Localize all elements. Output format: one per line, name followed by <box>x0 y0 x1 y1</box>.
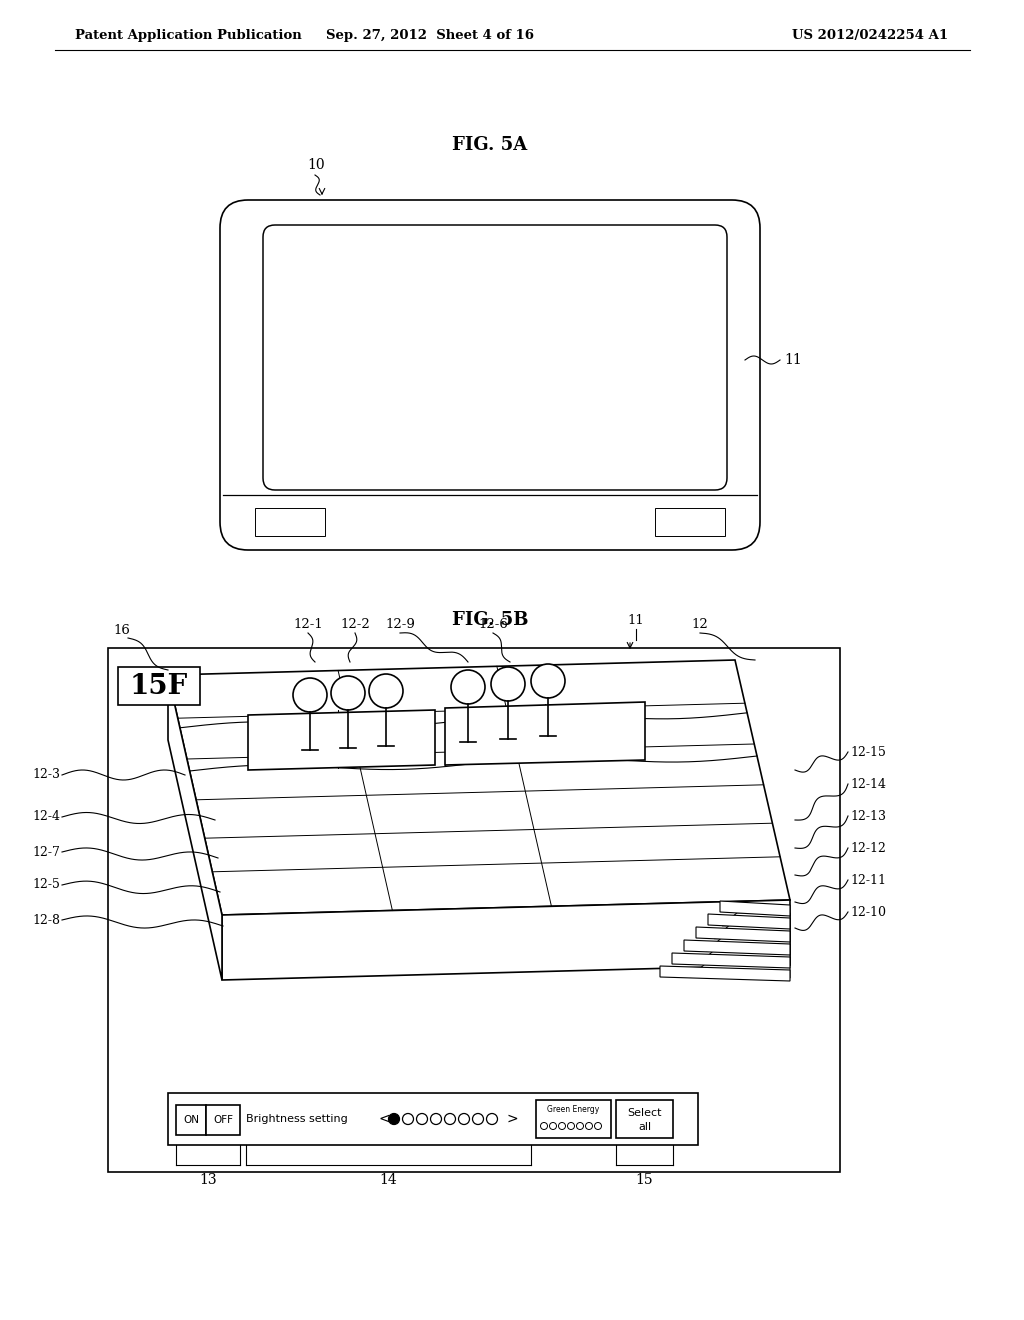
Text: US 2012/0242254 A1: US 2012/0242254 A1 <box>792 29 948 41</box>
Polygon shape <box>690 964 790 978</box>
Text: 12-11: 12-11 <box>850 874 886 887</box>
Circle shape <box>472 1114 483 1125</box>
Text: Brightness setting: Brightness setting <box>246 1114 348 1125</box>
Text: 16: 16 <box>113 623 130 636</box>
Text: Patent Application Publication: Patent Application Publication <box>75 29 302 41</box>
Polygon shape <box>445 702 645 766</box>
Text: Sep. 27, 2012  Sheet 4 of 16: Sep. 27, 2012 Sheet 4 of 16 <box>326 29 534 41</box>
Polygon shape <box>696 927 790 942</box>
Polygon shape <box>706 939 790 952</box>
Text: ON: ON <box>183 1115 199 1125</box>
Text: 12-8: 12-8 <box>32 913 60 927</box>
Text: 11: 11 <box>784 352 802 367</box>
Circle shape <box>490 667 525 701</box>
Text: <: < <box>379 1111 390 1126</box>
Bar <box>536 1100 611 1138</box>
Circle shape <box>369 675 403 708</box>
FancyBboxPatch shape <box>220 201 760 550</box>
Text: 12-9: 12-9 <box>385 619 415 631</box>
Circle shape <box>331 676 365 710</box>
Text: 12-1: 12-1 <box>293 619 323 631</box>
Bar <box>655 508 725 536</box>
Text: 12-14: 12-14 <box>850 777 886 791</box>
FancyBboxPatch shape <box>263 224 727 490</box>
Text: 12-12: 12-12 <box>850 842 886 854</box>
Circle shape <box>402 1114 414 1125</box>
Text: FIG. 5B: FIG. 5B <box>452 611 528 630</box>
Text: 12-13: 12-13 <box>850 809 886 822</box>
Polygon shape <box>720 902 790 916</box>
Bar <box>176 1105 206 1135</box>
Circle shape <box>586 1122 593 1130</box>
Circle shape <box>567 1122 574 1130</box>
Circle shape <box>558 1122 565 1130</box>
Text: 12-3: 12-3 <box>32 768 60 781</box>
Text: 12-2: 12-2 <box>340 619 370 631</box>
Circle shape <box>550 1122 556 1130</box>
Text: 10: 10 <box>307 158 325 172</box>
Circle shape <box>430 1114 441 1125</box>
Polygon shape <box>168 660 790 915</box>
Circle shape <box>451 671 485 704</box>
Text: all: all <box>638 1122 651 1133</box>
Text: 12-10: 12-10 <box>850 906 886 919</box>
Text: 12: 12 <box>691 619 709 631</box>
Text: 15: 15 <box>636 1173 653 1187</box>
Bar <box>616 1100 673 1138</box>
Text: 12-7: 12-7 <box>32 846 60 858</box>
Text: 12-6: 12-6 <box>478 619 508 631</box>
Bar <box>206 1105 240 1135</box>
Text: 15F: 15F <box>130 672 188 700</box>
Circle shape <box>531 664 565 698</box>
Bar <box>118 667 200 705</box>
Text: 14: 14 <box>380 1173 397 1187</box>
Polygon shape <box>722 913 790 927</box>
Circle shape <box>486 1114 498 1125</box>
Polygon shape <box>168 675 222 979</box>
Polygon shape <box>698 952 790 965</box>
Circle shape <box>595 1122 601 1130</box>
Text: 12-5: 12-5 <box>32 879 60 891</box>
Circle shape <box>459 1114 469 1125</box>
Polygon shape <box>660 966 790 981</box>
Text: 11: 11 <box>628 614 644 627</box>
Bar <box>108 648 840 1172</box>
Text: OFF: OFF <box>213 1115 233 1125</box>
Polygon shape <box>708 913 790 929</box>
Text: 12-15: 12-15 <box>850 746 886 759</box>
Text: 13: 13 <box>200 1173 217 1187</box>
Polygon shape <box>222 900 790 979</box>
Text: Select: Select <box>628 1109 662 1118</box>
Polygon shape <box>248 710 435 770</box>
Polygon shape <box>684 940 790 954</box>
Polygon shape <box>672 953 790 968</box>
Bar <box>168 1093 698 1144</box>
Circle shape <box>541 1122 548 1130</box>
Text: >: > <box>506 1111 517 1126</box>
Text: 12-4: 12-4 <box>32 810 60 824</box>
Circle shape <box>388 1114 399 1125</box>
Polygon shape <box>714 925 790 939</box>
Circle shape <box>293 678 327 711</box>
Circle shape <box>417 1114 427 1125</box>
Bar <box>255 508 325 536</box>
Text: FIG. 5A: FIG. 5A <box>453 136 527 154</box>
Circle shape <box>444 1114 456 1125</box>
Circle shape <box>577 1122 584 1130</box>
Text: Green Energy: Green Energy <box>548 1106 600 1114</box>
